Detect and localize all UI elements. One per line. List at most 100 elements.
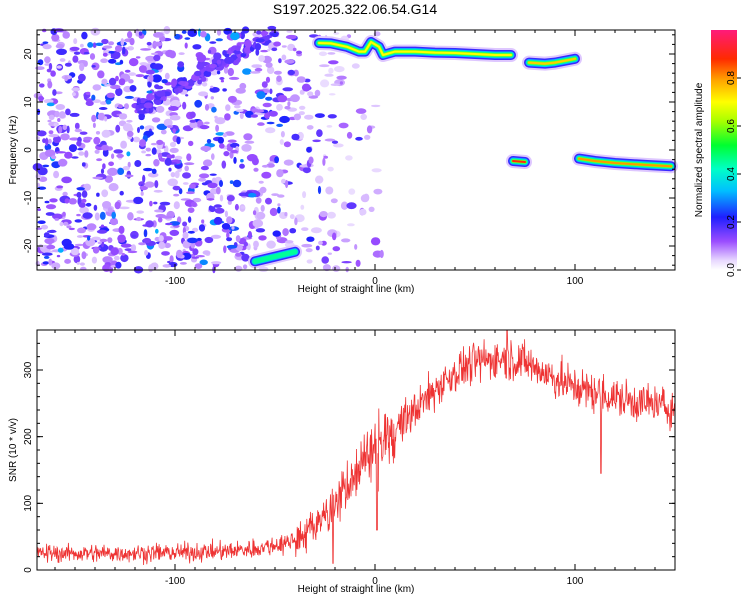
noise-blob bbox=[328, 93, 336, 96]
noise-blob bbox=[39, 83, 45, 88]
noise-blob bbox=[68, 227, 75, 231]
y-tick-label: 10 bbox=[23, 96, 34, 108]
noise-blob bbox=[137, 127, 140, 133]
noise-blob bbox=[281, 178, 286, 184]
noise-blob bbox=[319, 211, 328, 218]
noise-blob bbox=[285, 240, 294, 244]
noise-blob bbox=[55, 104, 66, 110]
noise-blob bbox=[46, 102, 55, 107]
noise-blob bbox=[307, 91, 314, 97]
noise-blob bbox=[97, 112, 105, 121]
noise-blob bbox=[74, 122, 80, 130]
noise-blob bbox=[129, 85, 137, 92]
noise-blob bbox=[97, 70, 105, 79]
noise-blob bbox=[136, 210, 144, 214]
noise-blob bbox=[47, 138, 52, 144]
noise-blob bbox=[287, 69, 295, 76]
noise-blob bbox=[138, 242, 146, 246]
noise-blob bbox=[219, 194, 224, 202]
noise-blob bbox=[217, 136, 224, 144]
snr-series bbox=[36, 329, 676, 566]
noise-blob bbox=[209, 86, 220, 93]
noise-blob bbox=[206, 139, 212, 144]
noise-blob bbox=[284, 59, 295, 64]
x-tick-label: 100 bbox=[567, 576, 584, 587]
noise-blob bbox=[42, 44, 52, 50]
noise-blob bbox=[124, 103, 129, 110]
noise-blob bbox=[101, 240, 105, 248]
y-tick-label: 20 bbox=[23, 48, 34, 60]
noise-blob bbox=[196, 54, 207, 63]
noise-blob bbox=[161, 215, 173, 219]
noise-blob bbox=[121, 252, 126, 256]
noise-blob bbox=[269, 207, 278, 217]
noise-blob bbox=[37, 220, 46, 224]
noise-blob bbox=[242, 264, 248, 270]
noise-blob bbox=[153, 41, 163, 47]
noise-blob bbox=[216, 29, 222, 36]
noise-blob bbox=[42, 138, 47, 144]
noise-blob bbox=[71, 87, 81, 92]
noise-blob bbox=[282, 87, 294, 92]
noise-blob bbox=[253, 240, 259, 248]
noise-blob bbox=[199, 125, 209, 130]
spectrogram-y-label: Frequency (Hz) bbox=[8, 116, 19, 185]
noise-blob bbox=[68, 144, 78, 153]
noise-blob bbox=[151, 74, 162, 83]
noise-blob bbox=[153, 189, 163, 193]
noise-blob bbox=[299, 89, 305, 95]
noise-blob bbox=[286, 30, 293, 33]
snr-line bbox=[36, 329, 676, 566]
noise-blob bbox=[266, 66, 275, 74]
noise-blob bbox=[58, 125, 63, 134]
noise-blob bbox=[156, 105, 165, 113]
noise-blob bbox=[222, 88, 227, 92]
noise-blob bbox=[339, 81, 343, 85]
noise-blob bbox=[135, 28, 140, 37]
noise-blob bbox=[86, 223, 97, 231]
noise-blob bbox=[254, 43, 262, 51]
noise-blob bbox=[191, 256, 200, 259]
noise-blob bbox=[224, 56, 235, 64]
noise-blob bbox=[276, 75, 282, 82]
snr-y-ticks: 0 100 200 300 bbox=[23, 329, 675, 573]
noise-blob bbox=[117, 247, 123, 255]
noise-blob bbox=[92, 246, 100, 254]
noise-blob bbox=[73, 51, 81, 55]
noise-blob bbox=[226, 232, 230, 239]
noise-blob bbox=[187, 216, 192, 223]
noise-blob bbox=[204, 121, 210, 125]
noise-blob bbox=[137, 110, 147, 115]
noise-blob bbox=[53, 122, 58, 127]
noise-blob bbox=[59, 111, 66, 119]
noise-blob bbox=[234, 45, 241, 51]
spectrogram-x-ticks: -100 0 100 bbox=[54, 30, 676, 287]
noise-blob bbox=[106, 92, 115, 99]
noise-blob bbox=[215, 38, 223, 42]
noise-blob bbox=[128, 79, 134, 84]
noise-blob bbox=[80, 43, 84, 48]
noise-blob bbox=[72, 55, 79, 63]
noise-blob bbox=[155, 90, 166, 97]
noise-blob bbox=[185, 94, 189, 97]
noise-blob bbox=[76, 261, 80, 265]
noise-blob bbox=[346, 202, 357, 210]
noise-blob bbox=[84, 150, 89, 158]
noise-blob bbox=[154, 209, 164, 213]
noise-blob bbox=[300, 204, 305, 210]
noise-blob bbox=[324, 73, 334, 77]
noise-blob bbox=[120, 254, 129, 263]
noise-blob bbox=[117, 104, 123, 109]
noise-blob bbox=[256, 211, 266, 220]
noise-blob bbox=[351, 63, 360, 69]
noise-blob bbox=[280, 131, 285, 138]
noise-blob bbox=[260, 204, 265, 212]
noise-blob bbox=[51, 34, 60, 42]
noise-blob bbox=[48, 258, 53, 266]
noise-blob bbox=[220, 79, 224, 83]
noise-blob bbox=[69, 137, 80, 141]
noise-blob bbox=[58, 158, 68, 167]
noise-blob bbox=[289, 214, 295, 220]
noise-blob bbox=[176, 136, 181, 145]
noise-blob bbox=[164, 157, 172, 166]
